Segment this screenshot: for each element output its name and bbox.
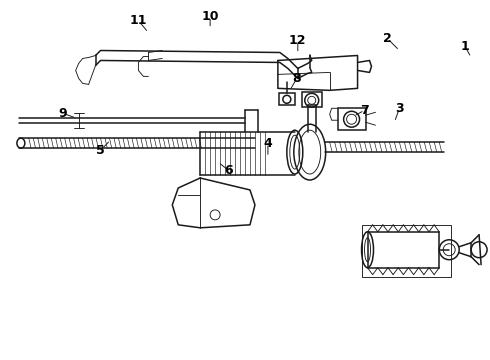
Text: 11: 11	[130, 14, 147, 27]
Text: 3: 3	[395, 102, 404, 115]
Text: 8: 8	[293, 72, 301, 85]
Text: 4: 4	[264, 137, 272, 150]
Bar	[302, 92, 322, 107]
Text: 9: 9	[58, 107, 67, 120]
Text: 1: 1	[461, 40, 469, 53]
Bar	[362, 225, 451, 276]
Text: 5: 5	[96, 144, 105, 157]
Bar	[338, 108, 366, 130]
Text: 12: 12	[289, 34, 307, 47]
Text: 6: 6	[224, 163, 232, 176]
Text: 2: 2	[383, 32, 392, 45]
Bar	[279, 93, 295, 105]
Text: 10: 10	[201, 10, 219, 23]
Text: 7: 7	[360, 104, 369, 117]
